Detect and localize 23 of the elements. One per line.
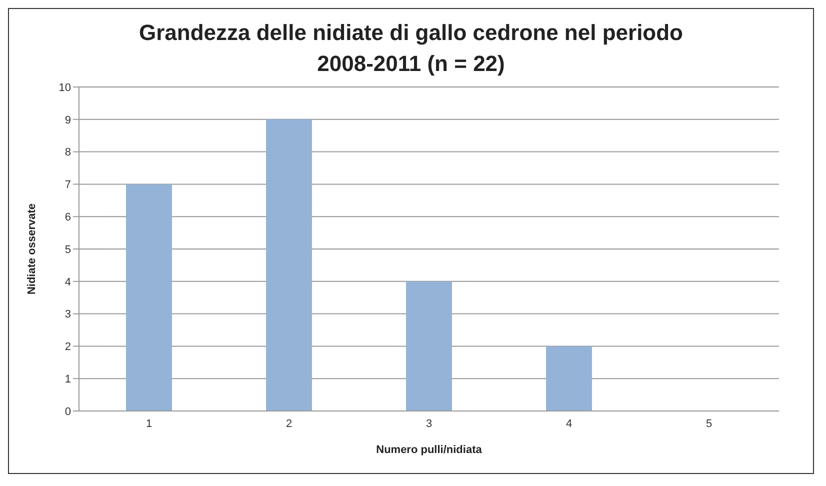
- y-tick-label: 8: [64, 146, 71, 159]
- y-tick-label: 2: [64, 341, 71, 354]
- y-tick-label: 9: [64, 114, 71, 126]
- y-tick-label: 1: [64, 374, 71, 386]
- bar: [546, 346, 592, 411]
- y-tick-label: 6: [64, 212, 71, 224]
- bar: [266, 119, 312, 411]
- y-tick-label: 3: [64, 308, 71, 321]
- y-tick-label: 5: [64, 244, 71, 256]
- bar: [126, 184, 172, 411]
- x-axis-title: Numero pulli/nidiata: [376, 444, 483, 456]
- bar: [406, 281, 452, 411]
- y-tick-label: 7: [64, 179, 71, 192]
- y-tick-label: 0: [64, 406, 71, 418]
- x-tick-label: 2: [286, 418, 292, 430]
- x-tick-label: 5: [706, 418, 712, 430]
- y-tick-label: 4: [64, 276, 71, 288]
- chart-title: Grandezza delle nidiate di gallo cedrone nel periodo 2008-2011 (n = 22): [138, 19, 684, 78]
- y-tick-label: 10: [58, 82, 71, 94]
- x-tick-label: 1: [146, 418, 152, 430]
- y-axis-title: Nidiate osservate: [26, 203, 38, 295]
- x-tick-label: 3: [426, 418, 432, 430]
- x-tick-label: 4: [566, 418, 572, 430]
